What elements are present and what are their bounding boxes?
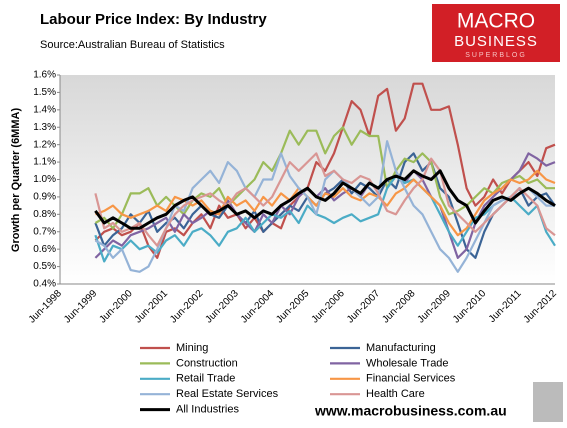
x-tick-label: Jun-2008	[380, 288, 418, 326]
y-tick-label: 1.0%	[33, 174, 56, 185]
y-tick-label: 0.7%	[33, 226, 56, 237]
chart-subtitle: Source:Australian Bureau of Statistics	[40, 39, 225, 51]
logo-text: MACRO	[457, 10, 535, 33]
y-tick-label: 1.5%	[33, 87, 56, 98]
logo-box	[432, 4, 560, 62]
legend-label: All Industries	[176, 404, 239, 416]
y-tick-label: 0.5%	[33, 261, 56, 272]
legend-label: Real Estate Services	[176, 388, 279, 400]
x-tick-label: Jun-2012	[522, 288, 560, 326]
series-line	[94, 152, 556, 247]
y-tick-label: 0.8%	[33, 209, 56, 220]
y-tick-label: 1.2%	[33, 139, 56, 150]
x-tick-label: Jun-2007	[345, 288, 383, 326]
y-tick-label: 1.4%	[33, 104, 56, 115]
y-axis-label: Growth per Quarter (6MMA)	[10, 108, 22, 253]
x-tick-label: Jun-2001	[133, 288, 171, 326]
x-tick-label: Jun-2010	[451, 288, 489, 326]
legend-label: Mining	[176, 342, 208, 354]
legend-label: Financial Services	[366, 373, 456, 385]
x-tick-label: Jun-2000	[97, 288, 135, 326]
y-tick-label: 0.9%	[33, 192, 56, 203]
y-tick-label: 0.4%	[33, 279, 56, 290]
y-tick-label: 0.6%	[33, 244, 56, 255]
logo-text: SUPERBLOG	[465, 52, 527, 59]
chart-title: Labour Price Index: By Industry	[40, 11, 267, 28]
plot-area	[60, 75, 555, 284]
legend-label: Retail Trade	[176, 373, 235, 385]
logo-text: BUSINESS	[454, 33, 538, 50]
wolf-icon	[533, 382, 563, 422]
legend-label: Health Care	[366, 388, 425, 400]
series-line	[95, 169, 556, 237]
y-tick-label: 1.3%	[33, 122, 56, 133]
legend-label: Wholesale Trade	[366, 357, 449, 369]
x-tick-label: Jun-2002	[168, 288, 206, 326]
x-tick-label: Jun-2011	[487, 288, 524, 325]
x-tick-label: Jun-2004	[239, 288, 277, 326]
x-tick-label: Jun-2003	[204, 288, 242, 326]
series-line	[94, 169, 556, 230]
legend-label: Manufacturing	[366, 342, 436, 354]
x-tick-label: Jun-2006	[310, 288, 348, 326]
x-tick-label: Jun-2009	[416, 288, 454, 326]
x-tick-label: Jun-1998	[27, 288, 65, 326]
series-line	[94, 82, 556, 259]
legend-label: Construction	[176, 357, 238, 369]
y-tick-label: 1.1%	[33, 157, 56, 168]
series-line	[94, 140, 555, 273]
y-tick-label: 1.6%	[33, 70, 56, 81]
x-tick-label: Jun-2005	[274, 288, 312, 326]
x-tick-label: Jun-1999	[62, 288, 100, 326]
footer-url: www.macrobusiness.com.au	[314, 403, 507, 419]
